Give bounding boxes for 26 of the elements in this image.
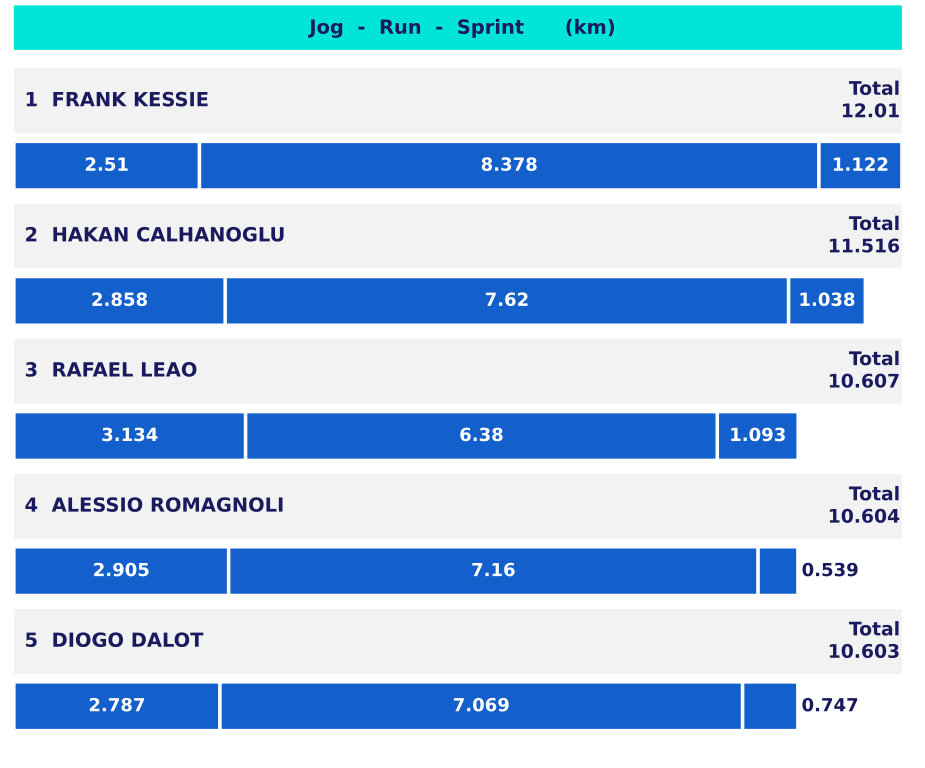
data-label: 1.122 xyxy=(834,157,888,171)
data-label: 1.038 xyxy=(800,292,854,306)
y-tick-label: 5 DIOGO DALOT xyxy=(26,632,204,648)
data-label: 7.069 xyxy=(454,698,509,712)
data-label: 0.539 xyxy=(802,562,858,576)
data-label: 2.858 xyxy=(92,292,147,306)
y-tick-label: 4 ALESSIO ROMAGNOLI xyxy=(25,497,282,512)
total-label: Total 10.607 xyxy=(830,350,899,388)
total-label: Total 11.516 xyxy=(830,216,900,253)
chart-title: Jog - Run - Sprint (km) xyxy=(308,18,614,38)
total-label: Total 10.604 xyxy=(830,486,900,523)
total-label: Total 12.01 xyxy=(842,80,899,118)
data-label: 0.747 xyxy=(802,698,858,712)
data-label: 7.16 xyxy=(472,562,515,576)
data-label: 6.38 xyxy=(460,428,503,442)
data-label: 2.787 xyxy=(90,698,144,712)
data-label: 2.905 xyxy=(94,562,149,576)
data-label: 8.378 xyxy=(482,157,537,171)
y-tick-label: 2 HAKAN CALHANOGLU xyxy=(26,226,284,242)
total-label: Total 10.603 xyxy=(830,621,899,658)
data-label: 3.134 xyxy=(102,428,158,442)
data-label: 2.51 xyxy=(86,157,128,171)
data-label: 7.62 xyxy=(486,292,528,306)
data-label: 1.093 xyxy=(731,428,785,442)
y-tick-label: 3 RAFAEL LEAO xyxy=(26,362,196,377)
y-tick-label: 1 FRANK KESSIE xyxy=(26,92,208,106)
